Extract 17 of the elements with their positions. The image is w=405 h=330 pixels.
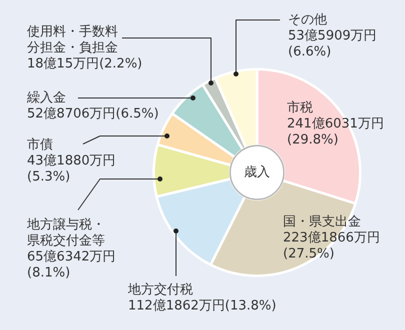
data-label: 65億6342万円 (8.1%) xyxy=(27,249,116,280)
slice-label: 使用料・手数料分担金・負担金 xyxy=(27,24,118,56)
data-label: 18億15万円(2.2%) xyxy=(27,56,142,72)
data-label: 53億5909万円 (6.6%) xyxy=(288,28,377,60)
data-label: 112億1862万円(13.8%) xyxy=(128,298,276,314)
slice-label: 市税 xyxy=(287,100,313,116)
data-label: 223億1866万円 (27.5%) xyxy=(283,230,380,262)
slice-label: 地方譲与税・県税交付金等 xyxy=(26,216,105,248)
data-label: 43億1880万円 (5.3%) xyxy=(27,153,116,184)
slice-label: 繰入金 xyxy=(26,90,66,106)
slice-label: 国・県支出金 xyxy=(283,214,361,230)
data-label: 52億8706万円(6.5%) xyxy=(27,106,159,122)
text: 歳入 xyxy=(244,164,270,180)
slice-label: 市債 xyxy=(27,137,53,152)
data-label: 241億6031万円 (29.8%) xyxy=(287,116,384,148)
slice-label: その他 xyxy=(288,12,327,28)
slice-label: 地方交付税 xyxy=(127,281,193,298)
